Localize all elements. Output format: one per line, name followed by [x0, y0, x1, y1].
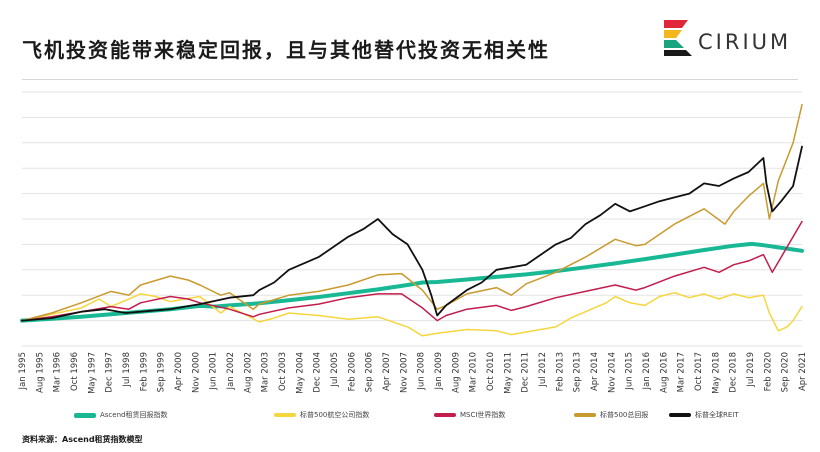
legend-swatch: [669, 413, 691, 417]
legend-label: 标普全球REIT: [695, 411, 739, 419]
source-note: 资料来源：Ascend租赁指数模型: [22, 435, 143, 444]
legend-label: Ascend租赁回报指数: [100, 411, 168, 419]
legend-swatch: [574, 413, 596, 417]
x-tick-label: Jul 2012: [538, 352, 548, 388]
x-tick-label: Aug 2002: [243, 352, 253, 393]
x-tick-label: Sep 1999: [157, 352, 167, 392]
legend-swatch: [434, 413, 456, 417]
x-tick-label: Mar 2017: [677, 352, 687, 392]
x-tick-label: Feb 2013: [555, 352, 565, 391]
legend-item: 标普全球REIT: [669, 410, 739, 420]
legend-item: 标普500航空公司指数: [274, 410, 369, 420]
x-tick-label: Mar 2010: [469, 352, 479, 392]
x-tick-label: Apr 2000: [174, 352, 184, 391]
cirium-logo: CIRIUM: [662, 18, 802, 58]
x-tick-label: Aug 1995: [35, 352, 45, 393]
series-line-4: [21, 145, 803, 322]
x-tick-label: Dec 2018: [729, 352, 739, 393]
x-tick-label: Sep 2006: [365, 352, 375, 392]
x-tick-label: May 2018: [711, 352, 721, 394]
x-tick-label: Dec 2004: [313, 352, 323, 393]
x-tick-label: Jun 2008: [417, 352, 427, 391]
x-tick-label: Dec 1997: [105, 352, 115, 393]
x-tick-label: Dec 2011: [521, 352, 531, 393]
x-tick-label: Jan 2016: [642, 352, 652, 390]
x-tick-label: Jul 1998: [122, 352, 132, 388]
legend-label: 标普500总回报: [600, 411, 649, 419]
series-line-2: [21, 220, 803, 322]
cirium-logo-text: CIRIUM: [698, 30, 792, 54]
x-tick-label: Sep 2020: [781, 352, 791, 392]
legend-item: MSCI世界指数: [434, 410, 505, 420]
series-line-1: [21, 291, 803, 337]
x-tick-label: Oct 2017: [694, 352, 704, 391]
x-tick-label: Jun 2001: [209, 352, 219, 391]
x-tick-label: Mar 2003: [261, 352, 271, 392]
x-tick-label: May 2004: [295, 352, 305, 394]
x-tick-label: Jan 2009: [434, 352, 444, 390]
x-tick-label: Oct 2010: [486, 352, 496, 391]
legend-label: MSCI世界指数: [460, 411, 506, 419]
x-tick-label: Aug 2016: [659, 352, 669, 393]
x-tick-label: Mar 1996: [53, 352, 63, 392]
legend-item: Ascend租赁回报指数: [74, 410, 167, 420]
x-tick-label: Sep 2013: [573, 352, 583, 392]
cirium-logo-icon: [664, 20, 692, 56]
legend-swatch: [74, 412, 96, 418]
x-tick-label: Nov 2000: [191, 352, 201, 393]
x-tick-label: Jun 2015: [625, 352, 635, 391]
header-divider: [22, 79, 798, 80]
x-tick-label: Feb 1999: [139, 352, 149, 391]
x-tick-label: Oct 1996: [70, 352, 80, 391]
x-tick-label: Jul 2005: [330, 352, 340, 388]
x-tick-label: Nov 2007: [399, 352, 409, 393]
chart-title: 飞机投资能带来稳定回报，且与其他替代投资无相关性: [22, 38, 550, 62]
x-tick-label: Jan 2002: [226, 352, 236, 390]
legend-swatch: [274, 413, 296, 417]
x-tick-label: Apr 2007: [382, 352, 392, 391]
chart-legend: Ascend租赁回报指数 标普500航空公司指数 MSCI世界指数 标普500总回报 标…: [74, 410, 814, 424]
x-tick-label: Aug 2009: [451, 352, 461, 393]
x-tick-label: Jul 2019: [746, 352, 756, 388]
x-tick-label: Apr 2021: [798, 352, 808, 391]
x-tick-label: Nov 2014: [607, 352, 617, 393]
x-tick-label: May 1997: [87, 352, 97, 394]
series-line-3: [21, 103, 803, 322]
legend-item: 标普500总回报: [574, 410, 648, 420]
x-tick-label: Jan 1995: [18, 352, 28, 390]
x-tick-label: Feb 2020: [763, 352, 773, 391]
legend-label: 标普500航空公司指数: [300, 411, 370, 419]
x-tick-label: Apr 2014: [590, 352, 600, 391]
x-tick-label: Oct 2003: [278, 352, 288, 391]
x-tick-label: Feb 2006: [347, 352, 357, 391]
x-tick-label: May 2011: [503, 352, 513, 394]
